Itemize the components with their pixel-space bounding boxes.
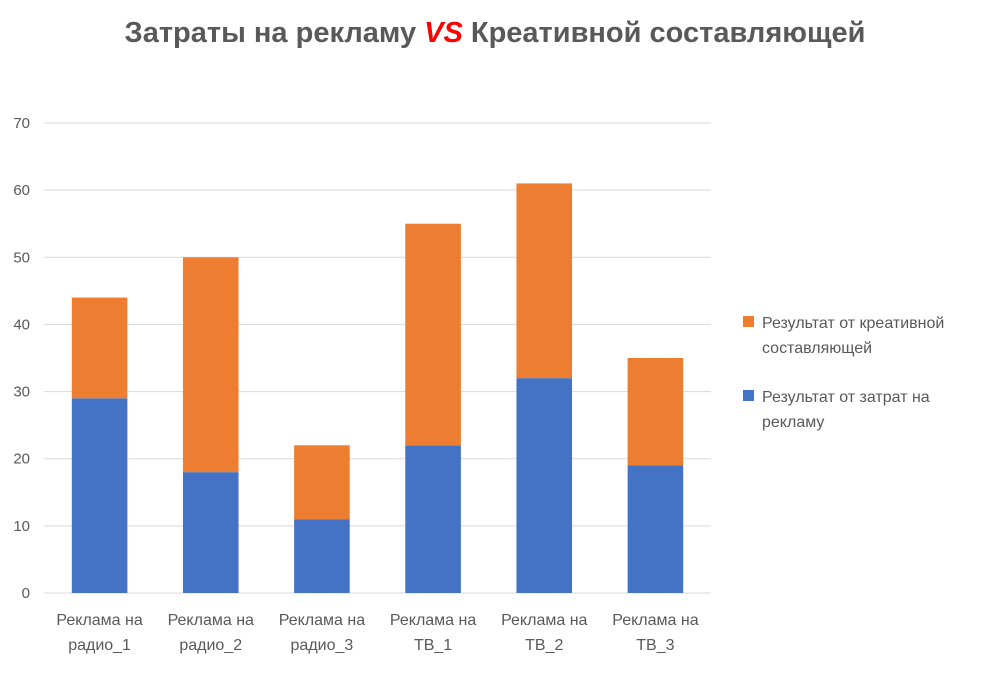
bar-segment-ad-spend (516, 378, 573, 593)
y-tick-label: 60 (13, 182, 30, 199)
bar-segment-creative (405, 223, 461, 446)
chart-title-part2: Креативной составляющей (463, 17, 866, 49)
x-axis-categories: Реклама на радио_1 Реклама на радио_2 Реклам… (56, 612, 698, 654)
bar-segment-ad-spend (71, 398, 128, 593)
bars (71, 183, 684, 593)
x-category-label: Реклама на ТВ_3 (612, 612, 698, 654)
y-axis-ticks: 0 10 20 30 40 50 60 70 (13, 115, 30, 602)
x-category-label: Реклама на радио_1 (56, 612, 142, 654)
y-tick-label: 50 (13, 249, 30, 266)
bar-segment-ad-spend (405, 445, 461, 593)
legend-label: Результат от креативной составляющей (762, 315, 944, 357)
y-tick-label: 70 (13, 115, 30, 132)
x-category-label: Реклама на радио_3 (279, 612, 365, 654)
y-tick-label: 10 (13, 518, 30, 535)
bar-segment-creative (71, 297, 128, 399)
y-tick-label: 40 (13, 316, 30, 333)
x-category-label: Реклама на ТВ_2 (501, 612, 587, 654)
y-tick-label: 30 (13, 384, 30, 401)
bar-segment-creative (294, 445, 350, 520)
legend-label: Результат от затрат на рекламу (762, 389, 930, 431)
legend: Результат от креативной составляющей Резул… (743, 315, 944, 431)
bar-segment-ad-spend (182, 472, 239, 593)
chart-title-part1: Затраты на рекламу (125, 17, 425, 49)
chart-title: Затраты на рекламу VS Креативной составл… (125, 17, 866, 49)
bar-segment-creative (627, 358, 684, 466)
legend-swatch (743, 390, 754, 401)
x-category-label: Реклама на радио_2 (168, 612, 254, 654)
bar-segment-ad-spend (294, 519, 350, 593)
bar-segment-creative (182, 257, 239, 473)
x-category-label: Реклама на ТВ_1 (390, 612, 476, 654)
y-tick-label: 20 (13, 451, 30, 468)
bar-segment-creative (516, 183, 573, 379)
y-tick-label: 0 (22, 585, 30, 602)
gridlines (44, 122, 711, 594)
chart-title-vs: VS (424, 17, 463, 49)
bar-segment-ad-spend (627, 465, 684, 593)
legend-swatch (743, 316, 754, 327)
